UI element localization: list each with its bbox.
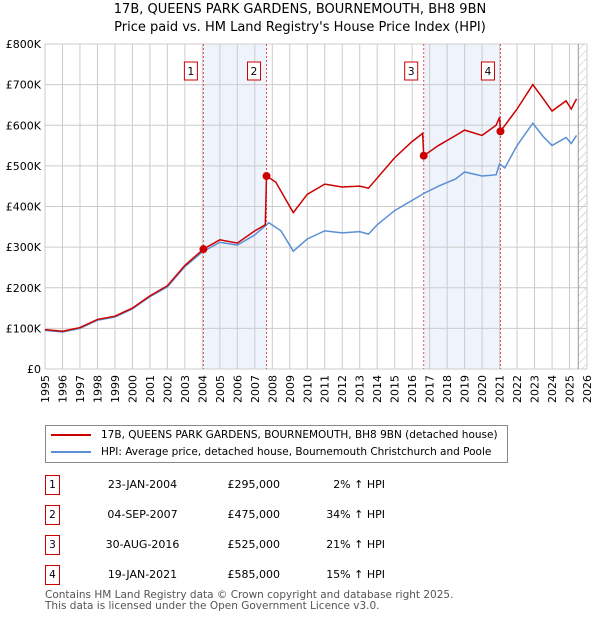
x-tick-label: 2003: [179, 375, 192, 403]
x-tick-label: 2017: [424, 375, 437, 403]
x-tick-label: 2013: [354, 375, 367, 403]
legend-item-property: 17B, QUEENS PARK GARDENS, BOURNEMOUTH, B…: [51, 427, 498, 443]
transaction-row: 1 23-JAN-2004 £295,000 2% ↑ HPI: [45, 475, 465, 495]
sale-label: 4: [485, 66, 492, 78]
transaction-number: 2: [45, 505, 60, 525]
x-tick-label: 2010: [301, 375, 314, 403]
transaction-hpi: 2% ↑ HPI: [333, 478, 385, 491]
sale-label: 2: [251, 66, 258, 78]
transaction-hpi: 21% ↑ HPI: [326, 538, 385, 551]
x-tick-label: 2005: [214, 375, 227, 403]
hpi-line: [44, 121, 578, 333]
transaction-number: 4: [45, 565, 60, 585]
legend: 17B, QUEENS PARK GARDENS, BOURNEMOUTH, B…: [45, 425, 508, 463]
legend-item-hpi: HPI: Average price, detached house, Bour…: [51, 444, 491, 460]
y-tick-label: £100K: [6, 322, 42, 335]
x-tick-label: 2018: [441, 375, 454, 403]
x-tick-label: 1995: [39, 375, 52, 403]
legend-swatch-red: [51, 434, 91, 436]
x-tick-label: 2016: [406, 375, 419, 403]
x-tick-label: 2012: [336, 375, 349, 403]
y-tick-label: £800K: [6, 38, 42, 51]
x-tick-label: 1996: [56, 375, 69, 403]
attribution-line: Contains HM Land Registry data © Crown c…: [45, 589, 454, 601]
x-tick-label: 2000: [126, 375, 139, 403]
sale-label-box: [183, 61, 198, 81]
x-tick-label: 2011: [319, 375, 332, 403]
y-tick-label: £700K: [6, 79, 42, 92]
x-tick-label: 2007: [249, 375, 262, 403]
chart-title: 17B, QUEENS PARK GARDENS, BOURNEMOUTH, B…: [113, 2, 487, 17]
x-tick-label: 2015: [389, 375, 402, 403]
transaction-number: 3: [45, 535, 60, 555]
x-tick-label: 2002: [161, 375, 174, 403]
y-tick-label: £400K: [6, 201, 42, 214]
y-tick-label: £200K: [6, 282, 42, 295]
transaction-hpi: 34% ↑ HPI: [326, 508, 385, 521]
transaction-hpi: 15% ↑ HPI: [326, 568, 385, 581]
x-tick-label: 2020: [476, 375, 489, 403]
x-tick-label: 2024: [546, 375, 559, 403]
sale-label: 1: [188, 66, 195, 78]
y-tick-label: £0: [27, 363, 41, 376]
x-tick-label: 1997: [74, 375, 87, 403]
transaction-price: £585,000: [227, 568, 281, 581]
sale-point: [199, 245, 208, 254]
x-tick-label: 2026: [581, 375, 594, 403]
sale-label: 3: [408, 66, 415, 78]
x-tick-label: 2004: [196, 375, 209, 403]
transaction-row: 4 19-JAN-2021 £585,000 15% ↑ HPI: [45, 565, 465, 585]
x-tick-label: 2014: [371, 375, 384, 403]
transaction-date: 23-JAN-2004: [107, 478, 178, 491]
y-tick-label: £300K: [6, 241, 42, 254]
x-tick-label: 2021: [494, 375, 507, 403]
sale-point: [496, 127, 505, 136]
transaction-price: £295,000: [227, 478, 281, 491]
x-tick-label: 2019: [459, 375, 472, 403]
x-tick-label: 2025: [564, 375, 577, 403]
transaction-price: £475,000: [227, 508, 281, 521]
x-tick-label: 2023: [529, 375, 542, 403]
sale-point: [419, 151, 428, 160]
transaction-date: 30-AUG-2016: [105, 538, 180, 551]
x-tick-label: 2009: [284, 375, 297, 403]
x-tick-label: 2022: [511, 375, 524, 403]
sale-label-box: [404, 61, 419, 81]
transaction-row: 3 30-AUG-2016 £525,000 21% ↑ HPI: [45, 535, 465, 555]
transaction-date: 04-SEP-2007: [107, 508, 178, 521]
y-tick-label: £600K: [6, 119, 42, 132]
y-tick-label: £500K: [6, 160, 42, 173]
x-tick-label: 2006: [231, 375, 244, 403]
x-tick-label: 1999: [109, 375, 122, 403]
transaction-row: 2 04-SEP-2007 £475,000 34% ↑ HPI: [45, 505, 465, 525]
price-paid-line: [44, 83, 578, 332]
x-tick-label: 1998: [91, 375, 104, 403]
transaction-number: 1: [45, 475, 60, 495]
x-tick-label: 2008: [266, 375, 279, 403]
attribution-line: This data is licensed under the Open Gov…: [45, 600, 380, 612]
legend-label: HPI: Average price, detached house, Bour…: [101, 446, 492, 458]
x-tick-label: 2001: [144, 375, 157, 403]
attribution: Contains HM Land Registry data © Crown c…: [45, 590, 453, 612]
transaction-date: 19-JAN-2021: [107, 568, 178, 581]
price-chart: 1995 1996 1997 1998 1999 2000 2001 2002 2003 2004…: [6, 38, 594, 403]
transaction-price: £525,000: [227, 538, 281, 551]
sale-point: [262, 172, 271, 181]
sale-label-box: [480, 61, 495, 81]
legend-swatch-blue: [51, 451, 91, 453]
chart-subtitle: Price paid vs. HM Land Registry's House …: [114, 20, 486, 35]
legend-label: 17B, QUEENS PARK GARDENS, BOURNEMOUTH, B…: [101, 429, 498, 441]
sale-label-box: [247, 61, 262, 81]
